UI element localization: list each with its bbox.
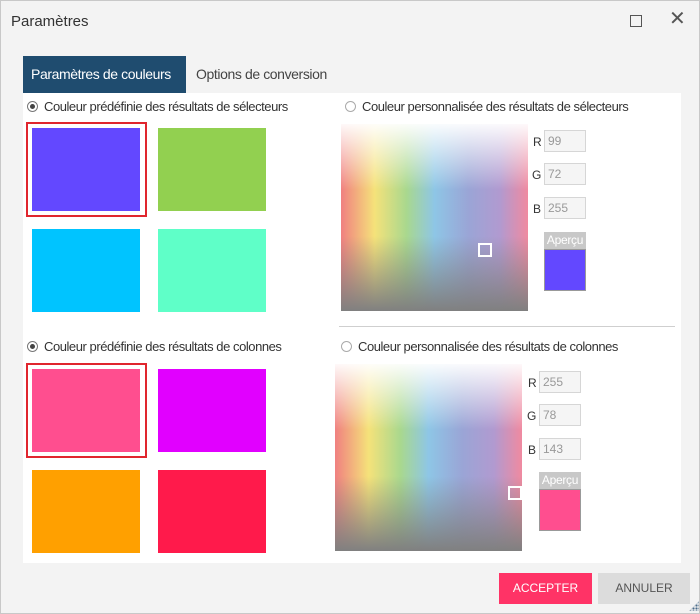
columns-g-input[interactable]: 78 — [539, 404, 581, 426]
selectors-g-input[interactable]: 72 — [544, 163, 586, 185]
columns-r-input[interactable]: 255 — [539, 371, 581, 393]
b-label: B — [528, 443, 537, 457]
columns-preview — [539, 489, 581, 531]
columns-predefined-radio[interactable]: Couleur prédéfinie des résultats de colo… — [27, 339, 282, 354]
radio-unchecked-icon — [341, 341, 352, 352]
selector-swatch-mint[interactable] — [158, 229, 266, 312]
columns-b-input[interactable]: 143 — [539, 438, 581, 460]
tab-conversion-options[interactable]: Options de conversion — [196, 66, 327, 82]
tab-color-settings[interactable]: Paramètres de couleurs — [23, 56, 186, 93]
selectors-b-input[interactable]: 255 — [544, 197, 586, 219]
selector-swatch-purple[interactable] — [32, 128, 140, 211]
accept-button[interactable]: ACCEPTER — [499, 573, 592, 604]
column-swatch-pink[interactable] — [32, 369, 140, 452]
g-label: G — [527, 409, 537, 423]
selected-swatch-outline — [26, 363, 147, 458]
radio-label: Couleur prédéfinie des résultats de colo… — [44, 339, 282, 354]
section-divider — [339, 326, 675, 327]
column-swatch-crimson[interactable] — [158, 470, 266, 553]
dialog-title: Paramètres — [11, 13, 89, 30]
b-label: B — [533, 202, 542, 216]
radio-checked-icon — [27, 101, 38, 112]
selector-swatch-green[interactable] — [158, 128, 266, 211]
columns-color-picker[interactable] — [335, 364, 522, 551]
selector-swatch-cyan[interactable] — [32, 229, 140, 312]
selectors-preview — [544, 249, 586, 291]
selected-swatch-outline — [26, 122, 147, 217]
r-label: R — [533, 135, 542, 149]
column-swatch-orange[interactable] — [32, 470, 140, 553]
selectors-r-input[interactable]: 99 — [544, 130, 586, 152]
radio-label: Couleur personnalisée des résultats de s… — [362, 99, 629, 114]
selectors-custom-radio[interactable]: Couleur personnalisée des résultats de s… — [345, 99, 629, 114]
selectors-predefined-radio[interactable]: Couleur prédéfinie des résultats de séle… — [27, 99, 288, 114]
g-label: G — [532, 168, 542, 182]
radio-label: Couleur prédéfinie des résultats de séle… — [44, 99, 288, 114]
radio-checked-icon — [27, 341, 38, 352]
column-swatch-magenta[interactable] — [158, 369, 266, 452]
r-label: R — [528, 376, 537, 390]
radio-unchecked-icon — [345, 101, 356, 112]
picker-marker[interactable] — [478, 243, 492, 257]
columns-custom-radio[interactable]: Couleur personnalisée des résultats de c… — [341, 339, 618, 354]
cancel-button[interactable]: ANNULER — [598, 573, 690, 604]
maximize-icon[interactable] — [630, 15, 642, 27]
selectors-color-picker[interactable] — [341, 124, 528, 311]
radio-label: Couleur personnalisée des résultats de c… — [358, 339, 618, 354]
picker-marker[interactable] — [508, 486, 522, 500]
close-icon[interactable]: ✕ — [669, 8, 686, 30]
preview-label: Aperçu — [544, 232, 586, 249]
preview-label: Aperçu — [539, 472, 581, 489]
resize-grip-icon[interactable] — [689, 601, 699, 611]
